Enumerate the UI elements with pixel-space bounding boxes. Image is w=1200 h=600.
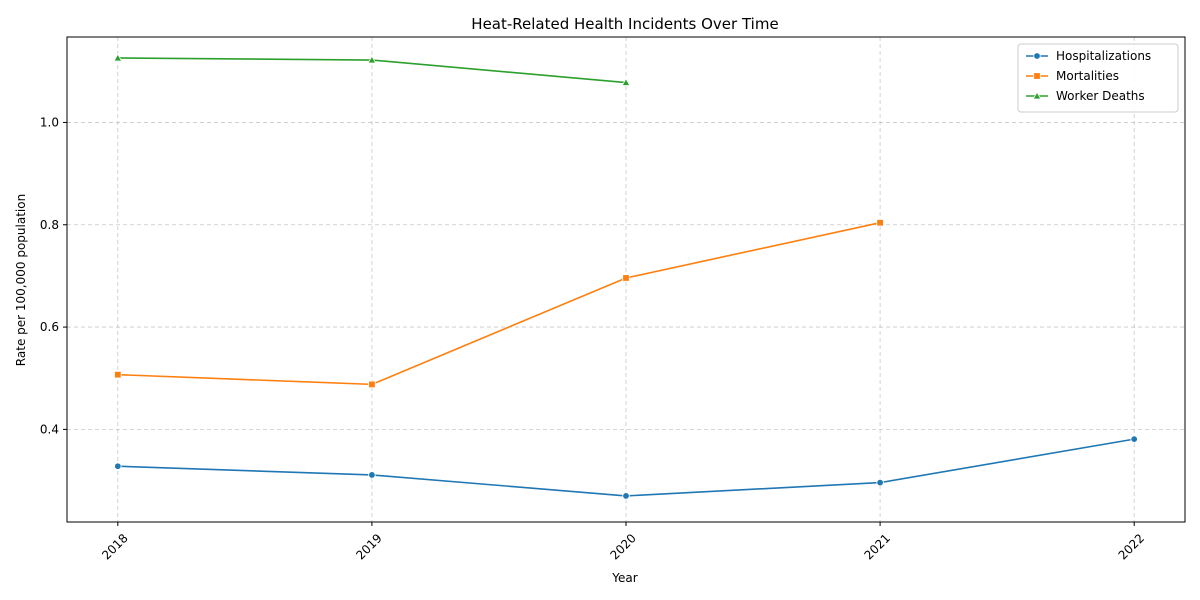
legend-marker: [1032, 91, 1042, 100]
legend-box: [1017, 43, 1179, 113]
series-worker-deaths: [113, 53, 631, 86]
data-point: [368, 471, 376, 479]
legend-item: Worker Deaths: [1026, 89, 1145, 103]
data-point: [876, 478, 884, 487]
data-point: [114, 370, 122, 379]
data-point: [622, 492, 630, 500]
y-tick-label: 0.6: [40, 320, 59, 334]
legend-item: Mortalities: [1026, 69, 1119, 83]
y-tick-label: 0.4: [40, 422, 59, 436]
series-mortalities: [114, 219, 884, 389]
y-tick-label: 1.0: [40, 115, 59, 129]
data-point: [1130, 435, 1138, 443]
data-point: [876, 219, 884, 227]
legend-item: Hospitalizations: [1026, 49, 1151, 63]
data-point: [621, 77, 631, 86]
data-point: [368, 380, 376, 389]
series: [113, 53, 1138, 500]
legend-marker: [1033, 52, 1041, 60]
legend-label: Hospitalizations: [1056, 49, 1151, 63]
legend-label: Worker Deaths: [1056, 89, 1145, 103]
y-axis-label: Rate per 100,000 population: [14, 194, 28, 366]
y-tick-label: 0.8: [40, 218, 59, 232]
x-axis-label: Year: [611, 571, 637, 585]
data-point: [113, 53, 123, 62]
legend: Hospitalizations Mortalities Worker Deaths: [1017, 43, 1179, 113]
series-hospitalizations: [114, 435, 1138, 500]
data-point: [622, 274, 630, 282]
legend-label: Mortalities: [1056, 69, 1119, 83]
chart-title: Heat-Related Health Incidents Over Time: [471, 15, 778, 33]
grid: [67, 37, 1185, 522]
data-point: [367, 55, 377, 64]
series-line: [117, 221, 881, 386]
data-point: [114, 462, 122, 470]
legend-marker: [1033, 72, 1041, 80]
